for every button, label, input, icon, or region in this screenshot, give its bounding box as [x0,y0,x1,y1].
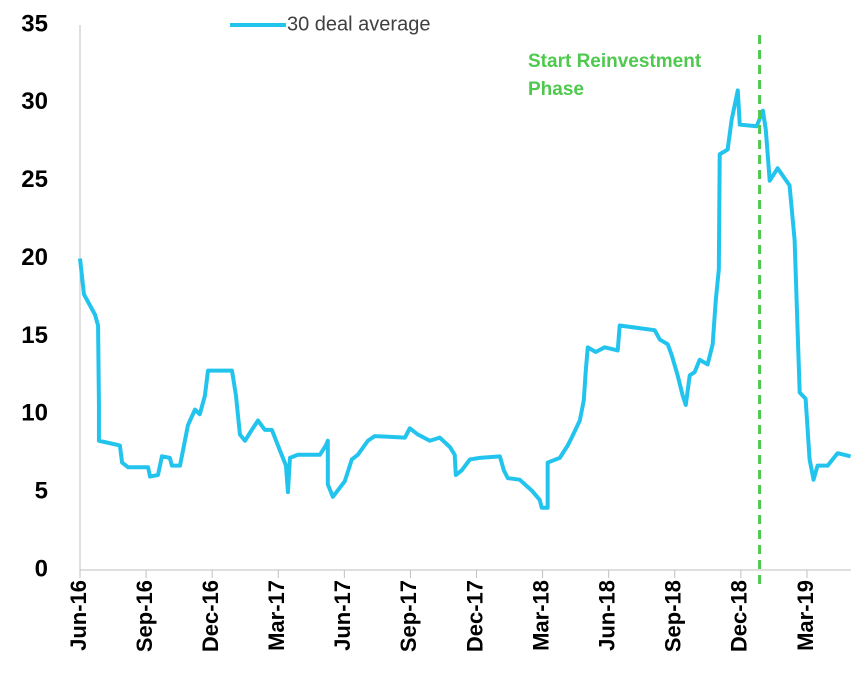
y-tick-label: 35 [21,10,48,37]
x-tick-label: Jun-18 [594,580,619,651]
annotation: Start Reinvestment [528,51,702,72]
series-line [78,88,851,510]
x-tick-label: Jun-16 [66,580,91,651]
x-tick-label: Jun-17 [330,580,355,651]
x-tick-label: Mar-17 [264,580,289,651]
x-tick-label: Mar-18 [528,580,553,651]
x-tick-label: Sep-17 [396,580,421,652]
y-tick-label: 5 [35,477,48,504]
y-tick-label: 30 [21,88,48,115]
x-tick-label: Dec-17 [462,580,487,652]
x-tick-label: Dec-16 [198,580,223,652]
x-tick-label: Sep-16 [132,580,157,652]
y-tick-label: 10 [21,400,48,427]
y-tick-label: 15 [21,322,48,349]
x-tick-label: Sep-18 [661,580,686,652]
y-tick-label: 25 [21,166,48,193]
legend-label: 30 deal average [287,13,430,35]
x-tick-label: Dec-18 [727,580,752,652]
y-tick-label: 0 [35,555,48,582]
y-tick-label: 20 [21,244,48,271]
annotation: Phase [528,79,584,100]
x-tick-label: Mar-19 [793,580,818,651]
